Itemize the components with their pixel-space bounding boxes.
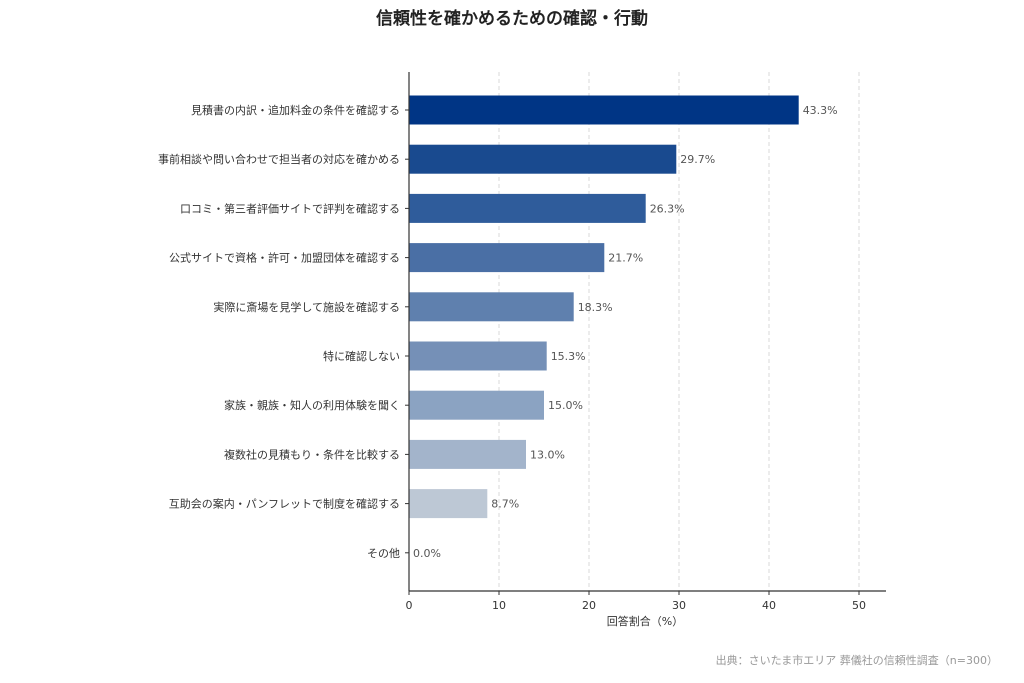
- bar: [409, 489, 488, 519]
- x-tick-label: 50: [852, 599, 866, 612]
- axes-group: 0 10 20 30 40 50 見積書の内訳・追加料金の条件を確認する事前相談や問い合わせ…: [158, 72, 886, 612]
- value-label: 15.3%: [551, 350, 586, 363]
- category-label: 口コミ・第三者評価サイトで評判を確認する: [180, 201, 400, 215]
- x-tick-label: 30: [672, 599, 686, 612]
- bars-group: 43.3% 29.7% 26.3% 21.7% 18.3% 15.3% 15.0% 13.0%…: [409, 95, 838, 560]
- value-label: 18.3%: [578, 301, 613, 314]
- bar: [409, 292, 574, 322]
- bar: [409, 341, 547, 371]
- value-label: 29.7%: [680, 153, 715, 166]
- bar: [409, 390, 544, 420]
- value-label: 26.3%: [650, 202, 685, 215]
- category-label: 互助会の案内・パンフレットで制度を確認する: [169, 497, 400, 511]
- bar: [409, 95, 799, 125]
- value-label: 13.0%: [530, 448, 565, 461]
- category-label: 公式サイトで資格・許可・加盟団体を確認する: [169, 251, 400, 265]
- category-label: その他: [367, 547, 400, 560]
- x-tick-label: 40: [762, 599, 776, 612]
- x-tick-label: 10: [492, 599, 506, 612]
- value-label: 43.3%: [803, 104, 838, 117]
- value-label: 15.0%: [548, 399, 583, 412]
- x-tick-label: 20: [582, 599, 596, 612]
- x-axis-label: 回答割合（%）: [607, 614, 683, 628]
- x-tick-label: 0: [406, 599, 413, 612]
- category-label: 事前相談や問い合わせで担当者の対応を確かめる: [158, 152, 400, 166]
- value-label: 0.0%: [413, 547, 441, 560]
- chart-title: 信頼性を確かめるための確認・行動: [376, 8, 648, 29]
- bar: [409, 144, 677, 174]
- category-label: 実際に斎場を見学して施設を確認する: [213, 300, 400, 314]
- value-label: 21.7%: [608, 252, 643, 265]
- category-label: 見積書の内訳・追加料金の条件を確認する: [191, 103, 400, 117]
- source-note: 出典：さいたま市エリア 葬儀社の信頼性調査（n=300）: [716, 653, 998, 667]
- bar: [409, 243, 605, 273]
- bar: [409, 439, 526, 469]
- category-label: 複数社の見積もり・条件を比較する: [224, 447, 400, 461]
- category-label: 特に確認しない: [323, 349, 400, 363]
- bar: [409, 193, 646, 223]
- category-label: 家族・親族・知人の利用体験を聞く: [224, 398, 400, 412]
- value-label: 8.7%: [491, 498, 519, 511]
